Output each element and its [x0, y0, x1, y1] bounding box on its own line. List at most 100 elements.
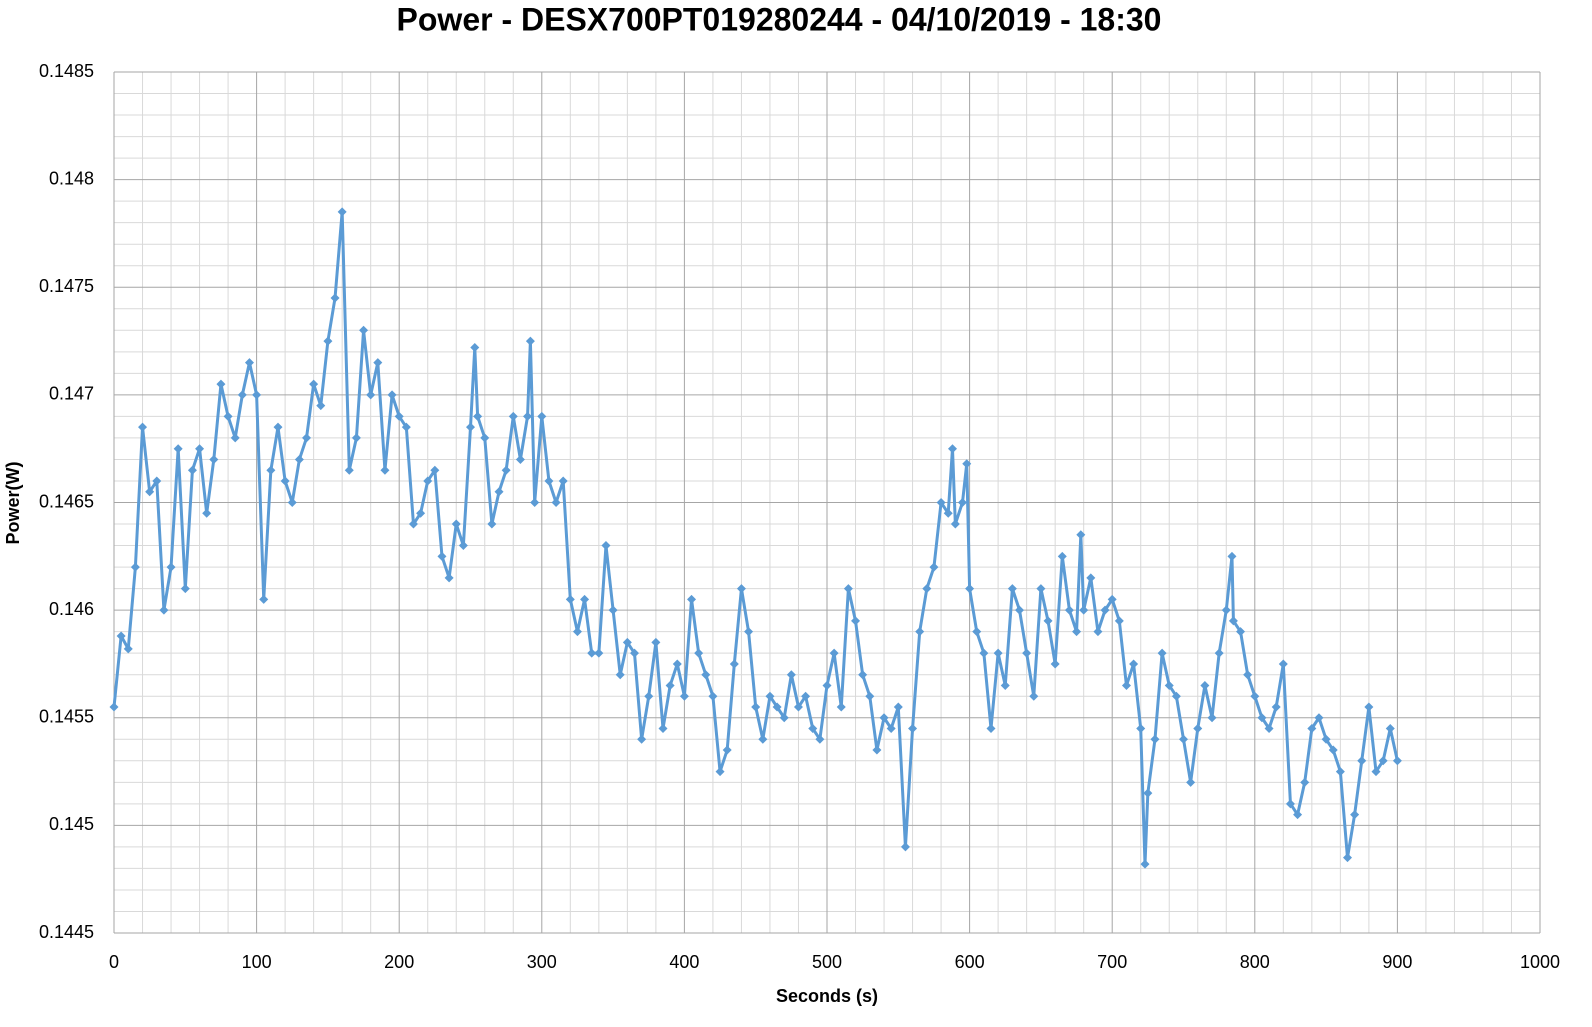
data-point — [644, 691, 654, 701]
data-point — [216, 379, 226, 389]
data-point — [962, 459, 972, 469]
data-point — [708, 691, 718, 701]
data-point — [380, 465, 390, 475]
data-point — [1278, 659, 1288, 669]
data-point — [979, 648, 989, 658]
data-point — [1350, 810, 1360, 820]
data-point — [815, 734, 825, 744]
data-point — [872, 745, 882, 755]
x-tick-label: 500 — [812, 952, 842, 972]
data-point — [1364, 702, 1374, 712]
data-point — [729, 659, 739, 669]
data-point — [993, 648, 1003, 658]
data-point — [601, 541, 611, 551]
data-point — [145, 487, 155, 497]
data-point — [1193, 724, 1203, 734]
data-point — [829, 648, 839, 658]
data-point — [1221, 605, 1231, 615]
data-point — [986, 724, 996, 734]
data-point — [530, 498, 540, 507]
data-point — [1321, 734, 1331, 744]
data-point — [1250, 691, 1260, 701]
data-point — [843, 584, 853, 594]
data-point — [1227, 551, 1237, 561]
data-point — [337, 207, 347, 217]
data-point — [957, 498, 967, 507]
data-point — [908, 724, 918, 734]
data-point — [1015, 605, 1025, 615]
data-point — [1179, 734, 1188, 744]
data-point — [851, 616, 861, 626]
data-point — [672, 659, 682, 669]
chart-title: Power - DESX700PT019280244 - 04/10/2019 … — [397, 1, 1162, 37]
data-point — [622, 637, 632, 647]
data-point — [1129, 659, 1139, 669]
data-point — [572, 627, 582, 637]
data-point — [473, 411, 483, 421]
x-tick-label: 200 — [384, 952, 414, 972]
y-tick-label: 0.1465 — [39, 491, 94, 511]
data-point — [679, 691, 689, 701]
data-point — [209, 454, 219, 464]
data-point — [330, 293, 340, 303]
data-point — [302, 433, 312, 443]
data-point — [936, 498, 946, 507]
data-point — [1357, 756, 1367, 766]
data-point — [1093, 627, 1103, 637]
y-tick-label: 0.1475 — [39, 276, 94, 296]
x-axis-label: Seconds (s) — [776, 986, 878, 1006]
data-point — [922, 584, 932, 594]
data-point — [1057, 551, 1067, 561]
data-point — [751, 702, 761, 712]
data-point — [1314, 713, 1324, 723]
data-point — [972, 627, 982, 637]
data-point — [1107, 594, 1117, 604]
data-point — [629, 648, 639, 658]
data-point — [822, 680, 832, 690]
data-point — [430, 465, 440, 475]
data-point — [687, 594, 697, 604]
data-point — [359, 325, 369, 335]
data-point — [1186, 777, 1196, 787]
data-point — [950, 519, 960, 529]
data-point — [423, 476, 433, 486]
data-point — [893, 702, 903, 712]
data-point — [886, 724, 896, 734]
data-point — [1378, 756, 1388, 766]
data-point — [470, 343, 480, 353]
y-tick-label: 0.147 — [49, 384, 94, 404]
data-point — [879, 713, 889, 723]
data-point — [1285, 799, 1295, 809]
data-point — [558, 476, 568, 486]
data-point — [1328, 745, 1338, 755]
data-point — [1079, 605, 1089, 615]
data-point — [1228, 616, 1238, 626]
data-point — [458, 541, 468, 551]
data-point — [1392, 756, 1402, 766]
data-point — [772, 702, 782, 712]
data-point — [715, 767, 725, 777]
data-point — [779, 713, 789, 723]
data-point — [316, 401, 326, 411]
data-point — [915, 627, 925, 637]
data-point — [323, 336, 333, 346]
data-point — [1342, 853, 1352, 863]
data-point — [252, 390, 262, 400]
data-point — [451, 519, 461, 529]
data-point — [166, 562, 176, 572]
data-point — [965, 584, 975, 594]
data-point — [223, 411, 233, 421]
data-point — [665, 680, 675, 690]
x-tick-label: 100 — [242, 952, 272, 972]
data-point — [387, 390, 397, 400]
data-point — [294, 454, 304, 464]
data-point — [808, 724, 818, 734]
data-point — [159, 605, 169, 615]
data-point — [1140, 859, 1150, 869]
y-tick-label: 0.148 — [49, 168, 94, 188]
data-point — [130, 562, 140, 572]
data-point — [608, 605, 618, 615]
data-point — [259, 594, 269, 604]
data-point — [1086, 573, 1096, 583]
data-point — [1121, 680, 1131, 690]
